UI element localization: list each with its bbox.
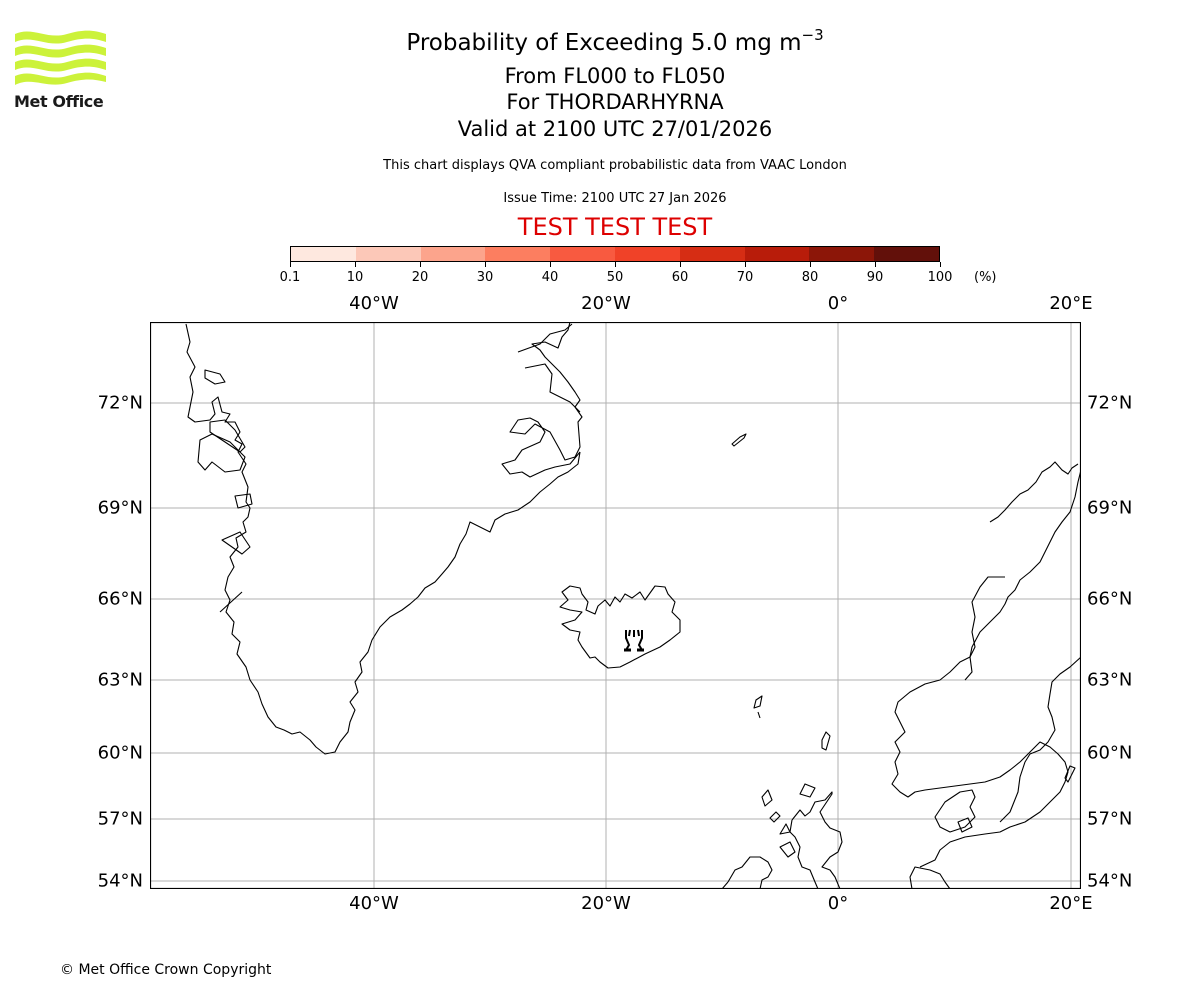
longitude-label: 0°: [827, 293, 849, 314]
faroe-islands: [753, 695, 763, 709]
latitude-label: 57°N: [97, 808, 143, 830]
latitude-label: 57°N: [1087, 808, 1133, 830]
colorbar-segment: [355, 247, 421, 261]
issue-time: Issue Time: 2100 UTC 27 Jan 2026: [503, 191, 727, 206]
latitude-label: 66°N: [97, 588, 143, 610]
colorbar-unit: (%): [974, 270, 997, 285]
longitude-label: 20°E: [1049, 893, 1093, 914]
latitude-label: 63°N: [97, 669, 143, 691]
colorbar-segment: [420, 247, 486, 261]
coastlines: [185, 322, 1081, 889]
latitude-label: 63°N: [1087, 669, 1133, 691]
colorbar-tick-mark: [745, 262, 746, 267]
volcano-marker-icon: [624, 629, 644, 652]
colorbar-tick-label: 0.1: [279, 270, 301, 285]
copyright-notice: © Met Office Crown Copyright: [60, 962, 272, 978]
valid-time: Valid at 2100 UTC 27/01/2026: [457, 117, 773, 141]
map-frame: [150, 322, 1081, 889]
colorbar-tick-mark: [355, 262, 356, 267]
colorbar-tick-label: 40: [541, 270, 559, 285]
colorbar-tick-label: 80: [801, 270, 819, 285]
latitude-label: 54°N: [1087, 870, 1133, 892]
colorbar: [290, 246, 940, 262]
colorbar-tick-label: 30: [476, 270, 494, 285]
latitude-label: 69°N: [97, 497, 143, 519]
colorbar-tick-label: 10: [346, 270, 364, 285]
colorbar-tick-label: 60: [671, 270, 689, 285]
colorbar-tick-mark: [420, 262, 421, 267]
colorbar-segment: [550, 247, 615, 261]
colorbar-segment: [874, 247, 939, 261]
norway-coast: [891, 469, 1081, 889]
latitude-label: 60°N: [97, 742, 143, 764]
chart-title: Probability of Exceeding 5.0 mg m−3: [0, 26, 1200, 56]
colorbar-tick-label: 20: [411, 270, 429, 285]
colorbar-tick-mark: [940, 262, 941, 267]
colorbar-segment: [809, 247, 875, 261]
norway-sweden-border: [964, 576, 1005, 681]
flight-level-range: From FL000 to FL050: [504, 64, 726, 88]
latitude-label: 72°N: [1087, 392, 1133, 414]
iceland: [559, 585, 681, 669]
longitude-label: 40°W: [349, 893, 399, 914]
test-banner: TEST TEST TEST: [517, 213, 713, 241]
latitude-label: 72°N: [97, 392, 143, 414]
chart-title-text: Probability of Exceeding 5.0 mg m: [406, 30, 802, 56]
colorbar-tick-mark: [485, 262, 486, 267]
colorbar-tick-mark: [615, 262, 616, 267]
longitude-label: 20°W: [581, 893, 631, 914]
chart-description: This chart displays QVA compliant probab…: [383, 158, 847, 173]
colorbar-tick-mark: [290, 262, 291, 267]
longitude-label: 20°E: [1049, 293, 1093, 314]
colorbar-segment: [291, 247, 356, 261]
great-britain: [761, 783, 843, 889]
colorbar-segment: [485, 247, 551, 261]
longitude-label: 40°W: [349, 293, 399, 314]
met-office-logo-waves-icon: [15, 30, 106, 85]
chart-title-superscript: −3: [801, 26, 824, 44]
longitude-label: 0°: [827, 893, 849, 914]
colorbar-segment: [744, 247, 810, 261]
jan-mayen: [731, 433, 747, 447]
greenland-east-coast: [501, 322, 583, 478]
colorbar-segment: [614, 247, 680, 261]
graticule-gridlines: [150, 322, 1081, 889]
longitude-label: 20°W: [581, 293, 631, 314]
shetland: [821, 731, 831, 751]
volcano-name: For THORDARHYRNA: [506, 90, 724, 114]
colorbar-tick-label: 100: [927, 270, 953, 285]
colorbar-tick-mark: [680, 262, 681, 267]
ireland: [727, 856, 773, 889]
latitude-label: 60°N: [1087, 742, 1133, 764]
colorbar-tick-mark: [810, 262, 811, 267]
colorbar-tick-label: 90: [866, 270, 884, 285]
colorbar-tick-label: 70: [736, 270, 754, 285]
colorbar-tick-mark: [550, 262, 551, 267]
colorbar-tick-label: 50: [606, 270, 624, 285]
map-plot-area[interactable]: [150, 322, 1081, 889]
latitude-label: 69°N: [1087, 497, 1133, 519]
latitude-label: 54°N: [97, 870, 143, 892]
latitude-label: 66°N: [1087, 588, 1133, 610]
met-office-logo-text: Met Office: [14, 92, 104, 111]
sweden-coast: [999, 656, 1081, 823]
colorbar-tick-mark: [875, 262, 876, 267]
denmark: [934, 789, 976, 833]
colorbar-segment: [679, 247, 745, 261]
